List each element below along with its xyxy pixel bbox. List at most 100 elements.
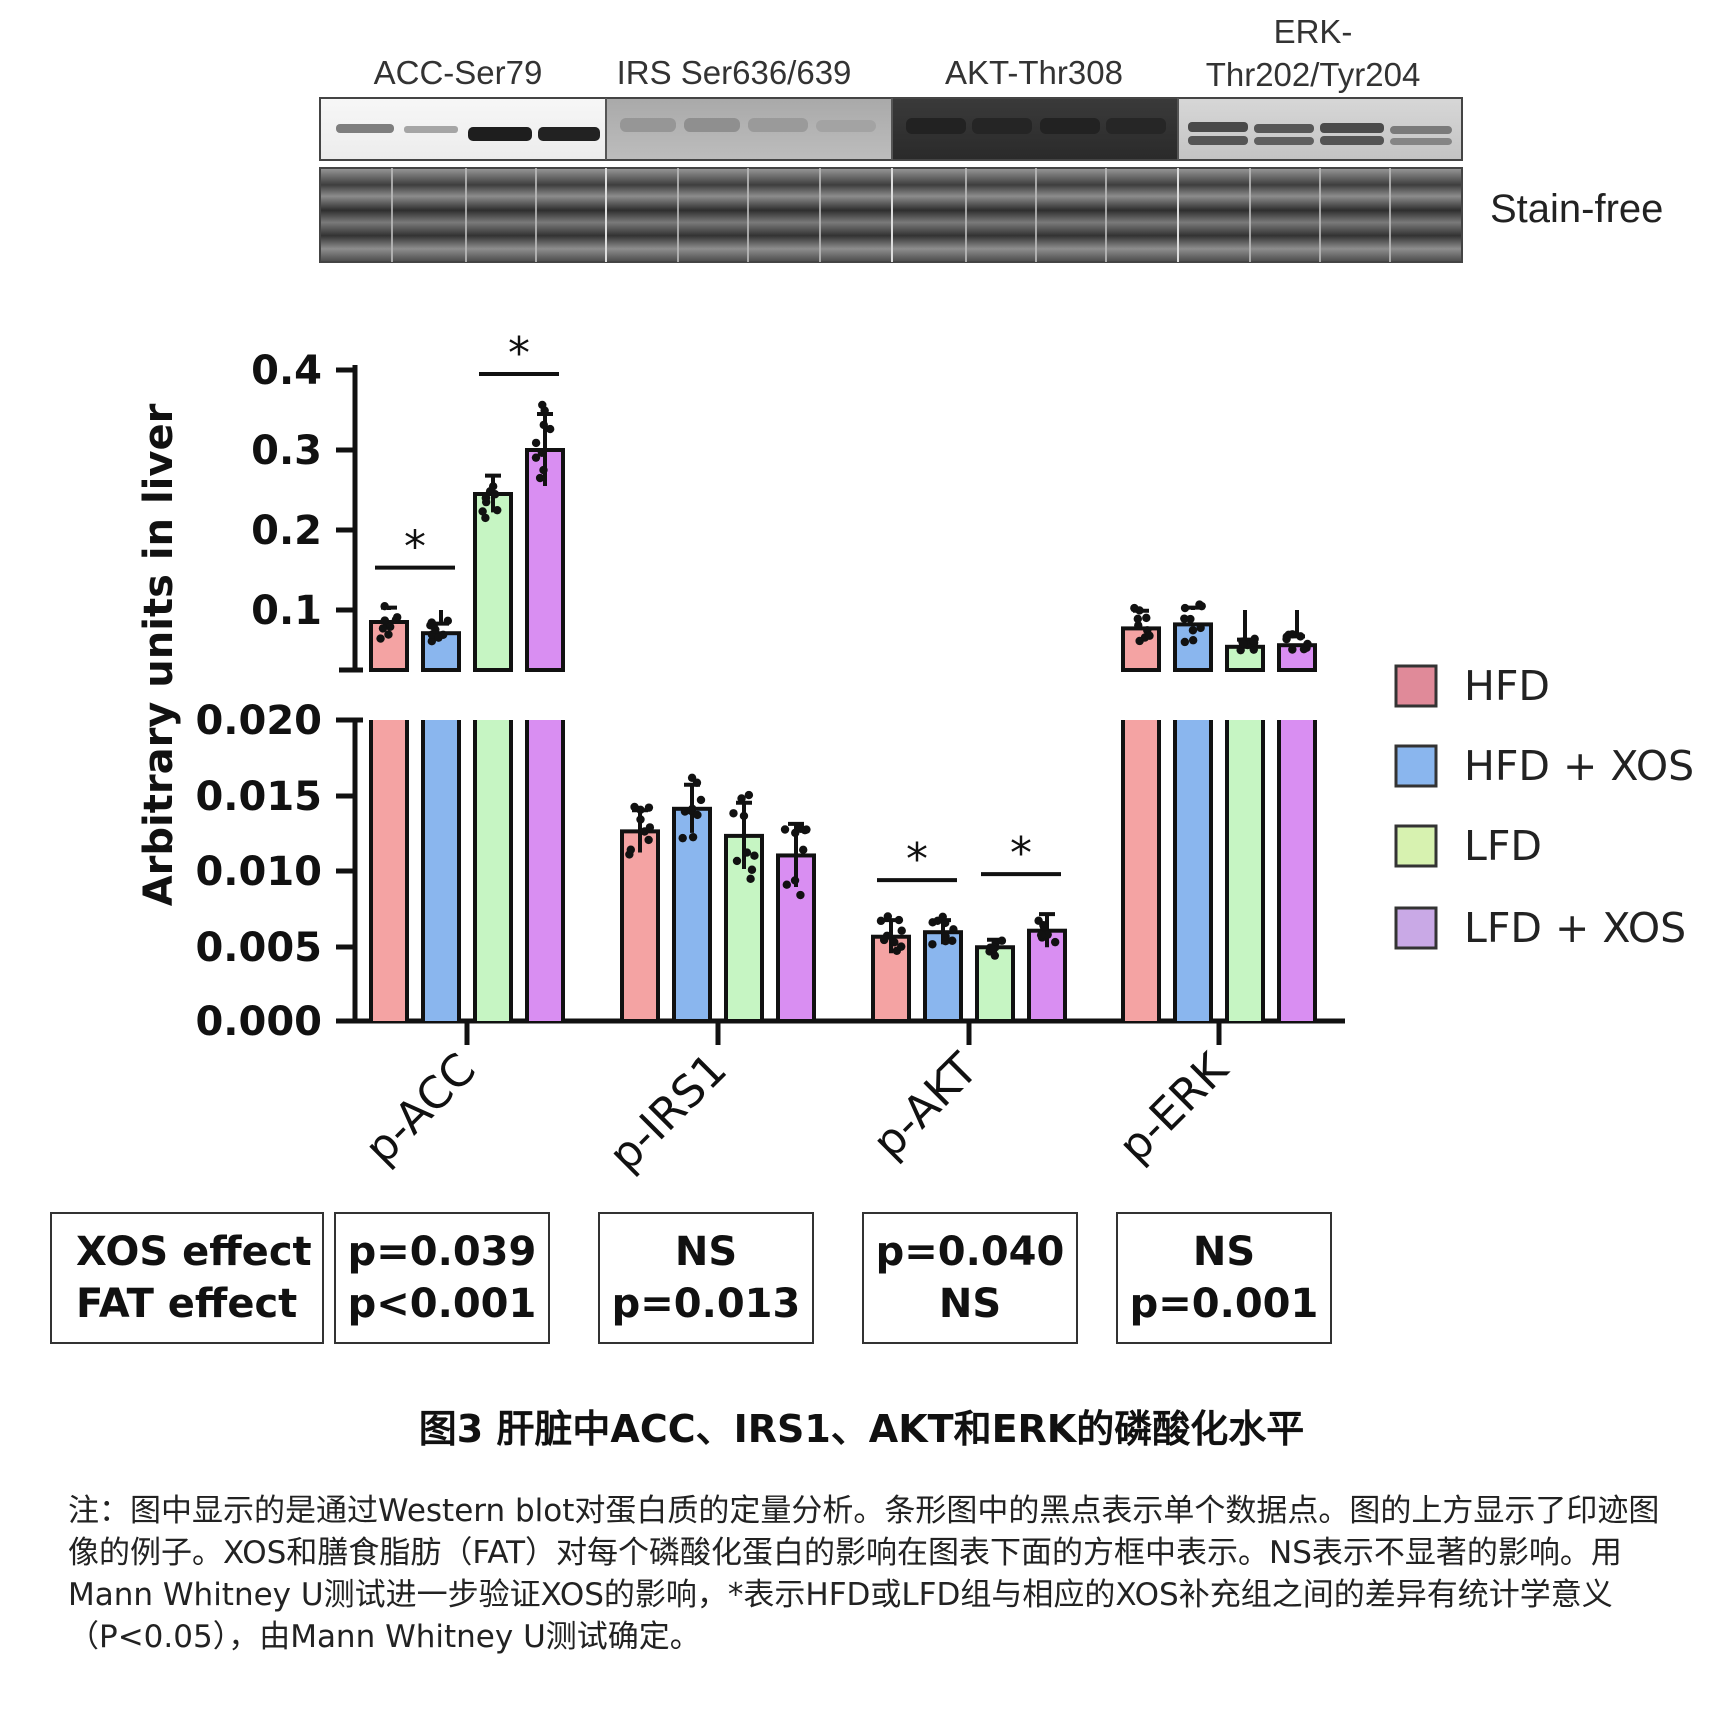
data-point-p-acc-lfd-xos (540, 406, 549, 415)
effects-p-akt-fat: NS (938, 1281, 1002, 1327)
y-tick-upper-2: 0.2 (251, 508, 322, 554)
data-point-p-erk-hfd (1134, 621, 1143, 630)
effects-p-akt-xos: p=0.040 (875, 1229, 1065, 1275)
data-point-p-acc-hfd (393, 613, 402, 622)
data-point-p-akt-lfd-xos (1043, 930, 1052, 939)
data-point-p-akt-lfd-xos (1036, 930, 1046, 940)
data-point-p-irs1-lfd (744, 790, 754, 800)
data-point-p-irs1-lfd-xos (796, 890, 805, 900)
data-point-p-erk-lfd-xos (1303, 639, 1312, 649)
data-point-p-irs1-hfd (645, 823, 655, 832)
bar-lower-p-erk-lfd (1229, 720, 1261, 1021)
effects-header-xos: XOS effect (76, 1229, 312, 1275)
data-point-p-irs1-lfd (732, 856, 742, 866)
bar-lower-p-acc-hfd-xos (425, 720, 457, 1021)
data-point-p-akt-hfd (890, 938, 899, 947)
data-point-p-erk-lfd-xos (1288, 630, 1297, 639)
bar-lower-p-erk-hfd-xos (1177, 720, 1209, 1021)
data-point-p-erk-hfd-xos (1188, 626, 1198, 635)
data-point-p-akt-lfd-xos (1050, 937, 1060, 947)
data-point-p-erk-hfd-xos (1180, 603, 1190, 613)
category-label-p-erk: p-ERK (1109, 1043, 1239, 1173)
data-point-p-akt-lfd (997, 936, 1007, 945)
data-point-p-acc-lfd-xos (539, 420, 548, 430)
data-point-p-akt-hfd-xos (928, 940, 937, 949)
legend-label-hfd-xos: HFD + XOS (1464, 742, 1694, 790)
data-point-p-irs1-lfd (739, 811, 749, 821)
legend-swatch-lfd-xos (1394, 906, 1438, 950)
significance-star-0: * (404, 522, 426, 573)
legend-swatch-hfd (1394, 664, 1438, 708)
data-point-p-acc-lfd (488, 482, 498, 491)
effects-box-p-irs1: NS p=0.013 (598, 1212, 814, 1344)
data-point-p-acc-hfd-xos (443, 616, 453, 626)
bars-layer (369, 400, 1317, 1024)
y-tick-upper-3: 0.3 (251, 428, 322, 474)
data-point-p-acc-hfd-xos (427, 618, 436, 627)
significance-layer: * * * * (375, 328, 1061, 885)
data-point-p-irs1-hfd (630, 802, 639, 812)
bar-upper-p-erk-hfd (1121, 626, 1161, 673)
blot-label-irs: IRS Ser636/639 (617, 54, 852, 91)
bar-outline-lower-p-acc-lfd-xos (525, 720, 565, 1021)
data-point-p-akt-hfd (897, 942, 906, 951)
data-point-p-acc-hfd-xos (434, 633, 443, 642)
data-point-p-akt-lfd-xos (1039, 921, 1048, 930)
effects-box-p-acc: p=0.039 p<0.001 (334, 1212, 550, 1344)
effects-p-acc-fat: p<0.001 (347, 1281, 537, 1327)
significance-star-1: * (508, 328, 530, 379)
data-point-p-irs1-hfd-xos (680, 807, 690, 816)
bar-outline-lower-p-acc-hfd-xos (421, 720, 461, 1021)
data-point-p-irs1-hfd (626, 845, 635, 854)
stain-free-label: Stain-free (1490, 187, 1663, 231)
y-tick-upper-1: 0.1 (251, 588, 322, 634)
bar-p-akt-lfd (975, 945, 1015, 1024)
figure-caption: 图3 肝脏中ACC、IRS1、AKT和ERK的磷酸化水平 (418, 1407, 1305, 1451)
bar-lower-p-acc-lfd (477, 720, 509, 1021)
data-point-p-acc-lfd (490, 490, 500, 499)
category-label-p-acc: p-ACC (355, 1044, 486, 1175)
data-point-p-irs1-hfd-xos (696, 795, 706, 805)
data-point-p-erk-lfd (1249, 636, 1258, 646)
bar-p-irs1-hfd (620, 829, 660, 1023)
category-label-p-akt: p-AKT (863, 1044, 988, 1169)
category-label-p-irs1: p-IRS1 (599, 1044, 736, 1181)
effects-p-acc-xos: p=0.039 (347, 1229, 537, 1275)
data-point-p-irs1-lfd-xos (796, 824, 806, 833)
data-point-p-irs1-hfd (644, 835, 653, 845)
effects-p-erk-fat: p=0.001 (1129, 1281, 1319, 1327)
bar-upper-p-acc-lfd-xos (525, 448, 565, 672)
bar-lower-p-acc-lfd-xos (529, 720, 561, 1021)
data-point-p-erk-hfd (1135, 636, 1144, 646)
western-blot-strip (319, 97, 1463, 161)
bar-lower-p-acc-hfd (373, 720, 405, 1021)
data-point-p-akt-hfd-xos (949, 925, 958, 934)
legend-swatch-lfd (1394, 824, 1438, 868)
data-point-p-erk-hfd (1130, 603, 1139, 613)
bar-outline-lower-p-erk-hfd (1121, 720, 1161, 1021)
data-point-p-erk-hfd-xos (1180, 614, 1189, 623)
data-point-p-akt-hfd (879, 935, 889, 945)
data-point-p-akt-hfd (883, 912, 893, 921)
data-point-p-akt-hfd (876, 916, 886, 926)
data-point-p-irs1-hfd (636, 815, 645, 824)
data-point-p-acc-lfd-xos (539, 465, 548, 475)
effects-box-p-akt: p=0.040 NS (862, 1212, 1078, 1344)
data-point-p-irs1-lfd-xos (782, 880, 792, 889)
data-point-p-irs1-lfd-xos (780, 825, 790, 834)
data-point-p-erk-lfd (1238, 639, 1248, 649)
error-bar-p-erk-lfd (1237, 610, 1253, 642)
data-point-p-acc-hfd (376, 634, 385, 643)
significance-star-3: * (1010, 828, 1032, 879)
bar-outline-lower-p-erk-lfd-xos (1277, 720, 1317, 1021)
legend-label-hfd: HFD (1464, 662, 1550, 710)
data-point-p-erk-hfd-xos (1180, 637, 1190, 647)
bar-outline-lower-p-erk-lfd (1225, 720, 1265, 1021)
data-point-p-acc-lfd-xos (537, 448, 547, 457)
data-point-p-irs1-lfd (729, 809, 738, 818)
bar-p-irs1-hfd-xos (672, 806, 712, 1023)
data-point-p-acc-hfd-xos (427, 637, 437, 646)
data-point-p-irs1-hfd (644, 803, 654, 812)
effects-header-box: XOS effect FAT effect (50, 1212, 324, 1344)
data-point-p-erk-lfd-xos (1296, 632, 1305, 641)
